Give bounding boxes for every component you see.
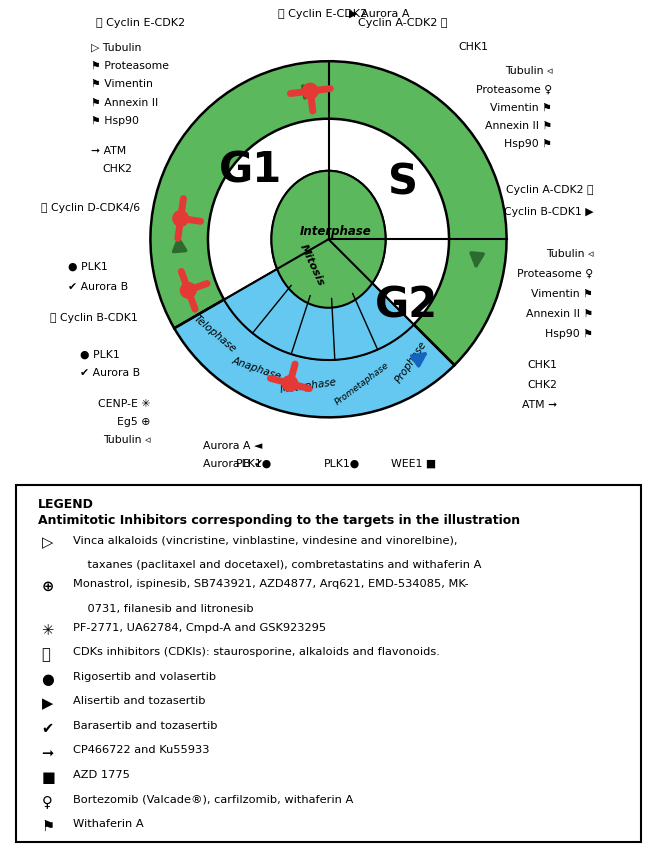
Circle shape — [302, 83, 318, 99]
Text: CDKs inhibitors (CDKIs): staurosporine, alkaloids and flavonoids.: CDKs inhibitors (CDKIs): staurosporine, … — [73, 647, 440, 657]
Text: CHK2: CHK2 — [527, 381, 557, 390]
Text: PF-2771, UA62784, Cmpd-A and GSK923295: PF-2771, UA62784, Cmpd-A and GSK923295 — [73, 622, 326, 633]
Text: Prophase: Prophase — [394, 339, 429, 385]
Text: Anaphase: Anaphase — [231, 355, 283, 382]
Circle shape — [173, 210, 189, 226]
Text: ⮜ Cyclin E-CDK2: ⮜ Cyclin E-CDK2 — [96, 18, 185, 28]
Text: WEE1 ■: WEE1 ■ — [391, 459, 436, 469]
Text: G1: G1 — [219, 150, 283, 192]
Text: Tubulin ◃: Tubulin ◃ — [505, 66, 553, 76]
Text: CP466722 and Ku55933: CP466722 and Ku55933 — [73, 745, 210, 756]
Text: Cyclin A-CDK2 ⮜: Cyclin A-CDK2 ⮜ — [506, 185, 593, 195]
Text: ⮜ Cyclin D-CDK4/6: ⮜ Cyclin D-CDK4/6 — [41, 204, 140, 213]
Text: Interphase: Interphase — [300, 226, 372, 238]
Text: ▷ Tubulin: ▷ Tubulin — [91, 42, 141, 53]
Text: ⚑: ⚑ — [41, 819, 55, 834]
Text: ⮜: ⮜ — [41, 647, 51, 662]
Text: taxanes (paclitaxel and docetaxel), combretastatins and withaferin A: taxanes (paclitaxel and docetaxel), comb… — [73, 561, 482, 570]
Text: ⮜ Cyclin B-CDK1: ⮜ Cyclin B-CDK1 — [50, 313, 138, 323]
Circle shape — [181, 282, 196, 298]
Text: ➞ ATM: ➞ ATM — [91, 146, 126, 156]
Text: Cyclin A-CDK2 ⮜: Cyclin A-CDK2 ⮜ — [357, 18, 447, 28]
Text: Tubulin ◃: Tubulin ◃ — [546, 248, 593, 259]
Text: ✔: ✔ — [41, 721, 54, 736]
Text: ●: ● — [41, 672, 55, 687]
Text: Barasertib and tozasertib: Barasertib and tozasertib — [73, 721, 217, 731]
Text: Antimitotic Inhibitors corresponding to the targets in the illustration: Antimitotic Inhibitors corresponding to … — [38, 514, 520, 527]
Text: ⚑ Vimentin: ⚑ Vimentin — [91, 79, 153, 89]
Text: AZD 1775: AZD 1775 — [73, 770, 130, 780]
Text: ● PLK1: ● PLK1 — [80, 349, 120, 360]
Text: ATM ➞: ATM ➞ — [522, 400, 557, 410]
Text: Annexin II ⚑: Annexin II ⚑ — [485, 121, 553, 131]
Text: Telophase: Telophase — [192, 314, 238, 355]
Text: Tubulin ◃: Tubulin ◃ — [103, 435, 150, 445]
Text: Monastrol, ispinesib, SB743921, AZD4877, Arq621, EMD-534085, MK-: Monastrol, ispinesib, SB743921, AZD4877,… — [73, 579, 468, 589]
Text: ■: ■ — [41, 770, 55, 785]
Wedge shape — [224, 239, 414, 360]
Ellipse shape — [271, 170, 386, 308]
Text: ▶: ▶ — [41, 696, 53, 711]
Text: CHK1: CHK1 — [459, 42, 488, 53]
Text: Vinca alkaloids (vincristine, vinblastine, vindesine and vinorelbine),: Vinca alkaloids (vincristine, vinblastin… — [73, 536, 457, 545]
Text: S: S — [388, 162, 419, 204]
Text: LEGEND: LEGEND — [38, 498, 94, 510]
Text: CENP-E ✳: CENP-E ✳ — [98, 399, 150, 409]
Text: PLK1●: PLK1● — [324, 459, 361, 469]
Text: ⚑ Proteasome: ⚑ Proteasome — [91, 61, 169, 70]
Text: ✔ Aurora B: ✔ Aurora B — [68, 282, 128, 292]
Text: ➞: ➞ — [41, 745, 54, 761]
Text: G2: G2 — [374, 284, 438, 326]
Text: Alisertib and tozasertib: Alisertib and tozasertib — [73, 696, 206, 706]
Text: Vimentin ⚑: Vimentin ⚑ — [490, 103, 553, 113]
Text: ⊕: ⊕ — [41, 579, 54, 594]
Text: ▷: ▷ — [41, 536, 53, 550]
Text: ♀: ♀ — [41, 795, 53, 809]
Text: Rigosertib and volasertib: Rigosertib and volasertib — [73, 672, 216, 682]
Text: ⚑ Hsp90: ⚑ Hsp90 — [91, 115, 139, 126]
Text: Proteasome ♀: Proteasome ♀ — [517, 269, 593, 279]
Text: Proteasome ♀: Proteasome ♀ — [476, 85, 553, 94]
Text: Metaphase: Metaphase — [279, 377, 337, 394]
Text: Withaferin A: Withaferin A — [73, 819, 144, 828]
Text: ▶ Aurora A: ▶ Aurora A — [349, 8, 409, 19]
Text: ✔ Aurora B: ✔ Aurora B — [80, 367, 140, 377]
Text: Prometaphase: Prometaphase — [333, 360, 390, 406]
Text: Aurora A ◄: Aurora A ◄ — [204, 441, 263, 450]
Text: Cyclin B-CDK1 ▶: Cyclin B-CDK1 ▶ — [504, 207, 593, 217]
Text: CHK1: CHK1 — [527, 360, 557, 371]
Text: Aurora B ✔: Aurora B ✔ — [202, 459, 263, 469]
Text: ● PLK1: ● PLK1 — [68, 262, 108, 271]
Text: Hsp90 ⚑: Hsp90 ⚑ — [545, 329, 593, 339]
Text: PLK1●: PLK1● — [236, 459, 272, 469]
Wedge shape — [174, 299, 455, 417]
Text: Eg5 ⊕: Eg5 ⊕ — [117, 417, 150, 427]
Text: ⮜ Cyclin E-CDK2: ⮜ Cyclin E-CDK2 — [279, 8, 367, 19]
Text: ⚑ Annexin II: ⚑ Annexin II — [91, 98, 158, 108]
Text: Mitosis: Mitosis — [298, 243, 326, 287]
Ellipse shape — [271, 170, 386, 308]
Text: ✳: ✳ — [41, 622, 54, 638]
Text: Annexin II ⚑: Annexin II ⚑ — [526, 310, 593, 319]
Circle shape — [282, 376, 298, 391]
Wedge shape — [150, 61, 507, 365]
Text: CHK2: CHK2 — [102, 164, 132, 174]
Text: Bortezomib (Valcade®), carfilzomib, withaferin A: Bortezomib (Valcade®), carfilzomib, with… — [73, 795, 353, 805]
Text: 0731, filanesib and litronesib: 0731, filanesib and litronesib — [73, 604, 254, 614]
Text: Hsp90 ⚑: Hsp90 ⚑ — [504, 139, 553, 149]
Text: Vimentin ⚑: Vimentin ⚑ — [532, 289, 593, 299]
